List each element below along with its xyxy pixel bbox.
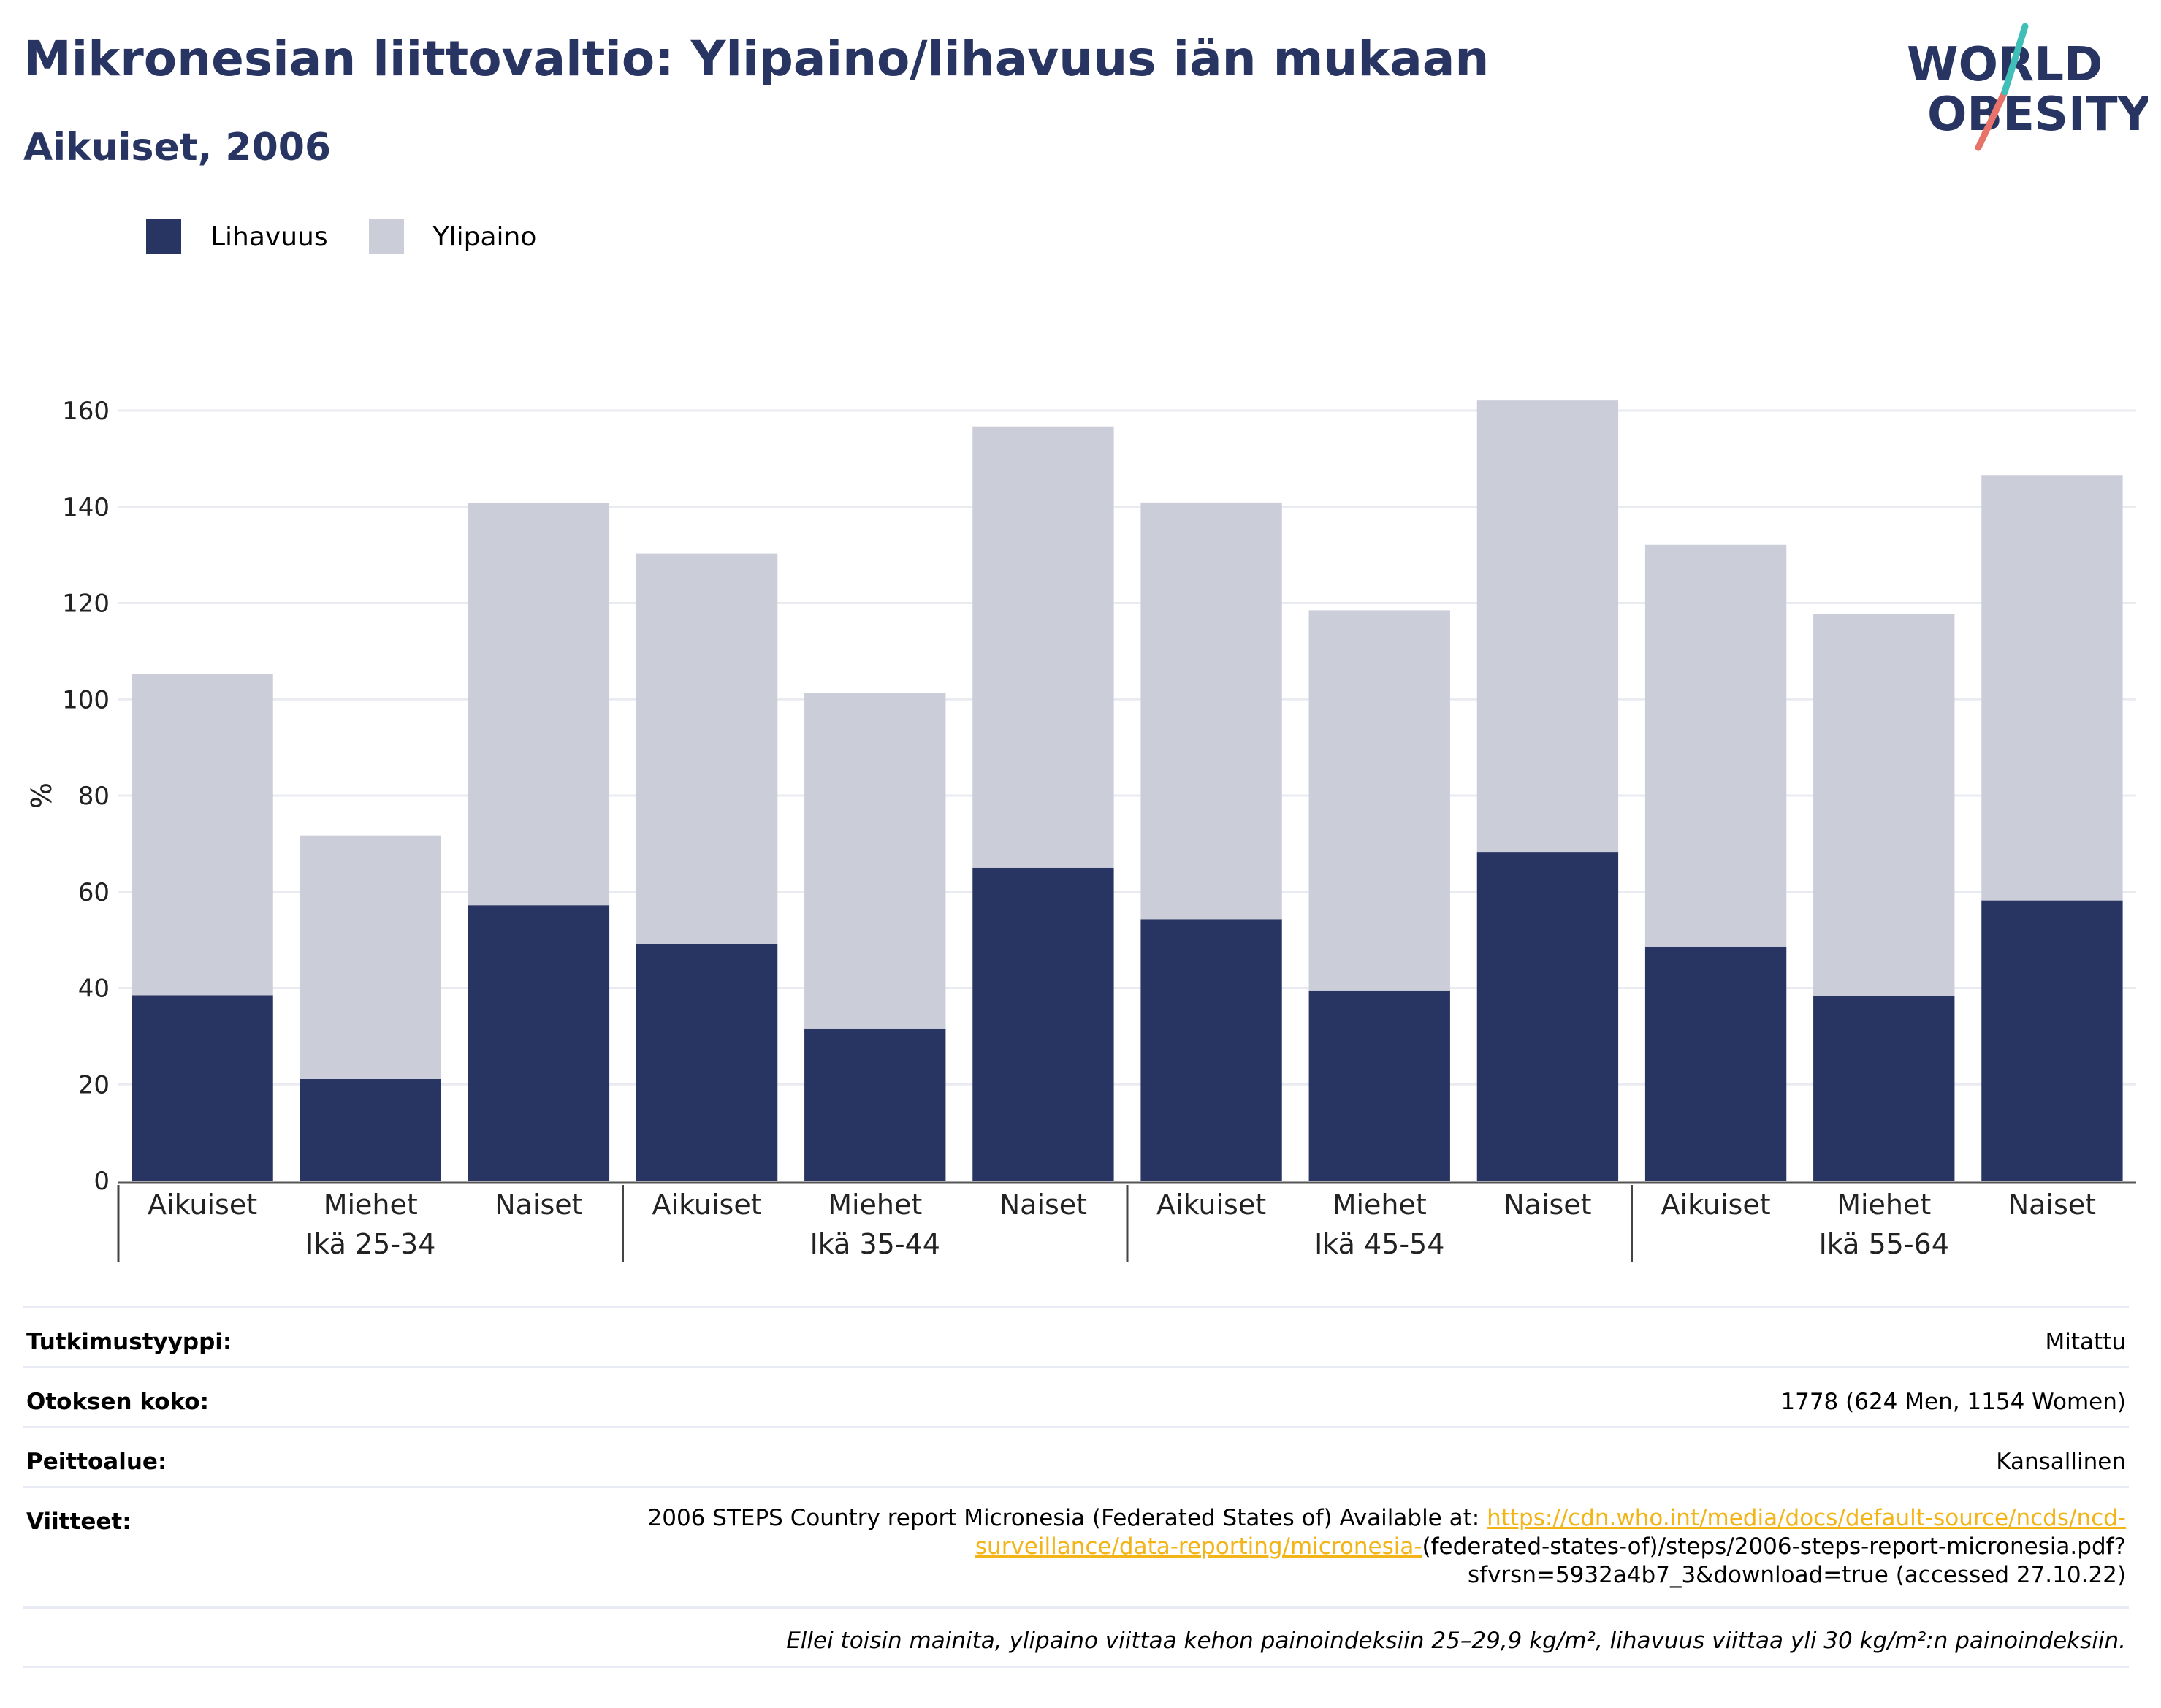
coverage-label: Peittoalue: — [26, 1449, 167, 1475]
references-label: Viitteet: — [26, 1509, 132, 1535]
y-tick-label: 160 — [62, 397, 110, 426]
bar-lihavuus-3 — [636, 943, 778, 1181]
bar-ylipaino-1 — [300, 835, 441, 1080]
legend-swatch-ylipaino — [368, 219, 404, 254]
group-label: Ikä 55-64 — [1819, 1228, 1949, 1260]
logo-line2: OBESITY — [1927, 88, 2148, 142]
legend-label-ylipaino: Ylipaino — [432, 221, 537, 252]
y-axis-label: % — [26, 782, 58, 809]
bar-ylipaino-4 — [804, 693, 946, 1029]
bar-lihavuus-7 — [1308, 990, 1450, 1181]
references-link[interactable]: https://cdn.who.int/media/docs/default-s… — [975, 1505, 2126, 1560]
bar-lihavuus-8 — [1476, 852, 1619, 1181]
sample-size-value: 1778 (624 Men, 1154 Women) — [1780, 1389, 2126, 1415]
bar-lihavuus-1 — [300, 1079, 441, 1181]
legend-swatch-lihavuus — [146, 219, 181, 254]
x-tick-label: Miehet — [1837, 1189, 1931, 1221]
bar-ylipaino-3 — [636, 553, 778, 944]
y-tick-label: 20 — [78, 1070, 110, 1099]
group-label: Ikä 45-54 — [1314, 1228, 1444, 1260]
stacked-bar-chart: 0 20 40 60 80 100 120 140 160% Aikuiset Miehet Nais… — [26, 397, 2136, 1262]
references-text-before: 2006 STEPS Country report Micronesia (Fe… — [647, 1505, 1487, 1531]
bar-lihavuus-10 — [1813, 996, 1955, 1181]
bar-ylipaino-6 — [1140, 502, 1282, 920]
legend-item-lihavuus: Lihavuus — [146, 219, 328, 254]
info-row-coverage: Peittoalue: Kansallinen — [23, 1426, 2129, 1486]
x-tick-label: Aikuiset — [652, 1189, 762, 1221]
bar-ylipaino-7 — [1308, 610, 1450, 991]
info-row-footnote: Ellei toisin mainita, ylipaino viittaa k… — [23, 1606, 2129, 1668]
x-tick-label: Naiset — [999, 1189, 1087, 1221]
x-tick-label: Miehet — [324, 1189, 418, 1221]
y-tick-label: 0 — [94, 1167, 110, 1196]
footnote: Ellei toisin mainita, ylipaino viittaa k… — [786, 1628, 2126, 1654]
x-tick-label: Miehet — [1333, 1189, 1427, 1221]
x-tick-label: Aikuiset — [1661, 1189, 1771, 1221]
coverage-value: Kansallinen — [1996, 1449, 2126, 1475]
bar-ylipaino-10 — [1813, 614, 1955, 996]
references-text-after: (federated-states-of)/steps/2006-steps-r… — [1422, 1533, 2126, 1588]
x-tick-label: Naiset — [1503, 1189, 1591, 1221]
y-tick-label: 100 — [62, 685, 110, 714]
x-tick-label: Aikuiset — [148, 1189, 257, 1221]
study-type-value: Mitattu — [2045, 1329, 2126, 1355]
info-row-sample-size: Otoksen koko: 1778 (624 Men, 1154 Women) — [23, 1366, 2129, 1426]
y-tick-label: 40 — [78, 975, 110, 1004]
study-type-label: Tutkimustyyppi: — [26, 1329, 232, 1355]
bar-lihavuus-0 — [132, 995, 273, 1181]
study-info-table: Tutkimustyyppi: Mitattu Otoksen koko: 17… — [23, 1306, 2129, 1668]
world-obesity-logo: WORLD OBESITY — [1907, 23, 2148, 151]
chart-title: Mikronesian liittovaltio: Ylipaino/lihav… — [23, 31, 1490, 87]
info-row-references: Viitteet: 2006 STEPS Country report Micr… — [23, 1486, 2129, 1606]
bar-ylipaino-0 — [132, 674, 273, 996]
legend-label-lihavuus: Lihavuus — [210, 221, 328, 252]
bar-ylipaino-9 — [1644, 544, 1787, 947]
x-tick-label: Miehet — [828, 1189, 922, 1221]
legend-item-ylipaino: Ylipaino — [368, 219, 537, 254]
bar-ylipaino-5 — [972, 426, 1114, 868]
group-label: Ikä 25-34 — [305, 1228, 435, 1260]
x-tick-label: Naiset — [495, 1189, 582, 1221]
bar-ylipaino-2 — [468, 503, 610, 906]
bar-lihavuus-5 — [972, 867, 1114, 1181]
y-tick-label: 80 — [78, 782, 110, 811]
chart-subtitle: Aikuiset, 2006 — [23, 126, 332, 169]
references-value: 2006 STEPS Country report Micronesia (Fe… — [636, 1488, 2126, 1606]
y-tick-label: 60 — [78, 878, 110, 907]
bar-ylipaino-11 — [1981, 475, 2123, 901]
bar-lihavuus-6 — [1140, 919, 1282, 1181]
x-tick-label: Naiset — [2008, 1189, 2096, 1221]
sample-size-label: Otoksen koko: — [26, 1389, 209, 1415]
group-label: Ikä 35-44 — [810, 1228, 940, 1260]
bar-lihavuus-9 — [1644, 946, 1787, 1181]
y-tick-label: 120 — [62, 590, 110, 619]
chart-legend: Lihavuus Ylipaino — [146, 219, 577, 254]
info-row-study-type: Tutkimustyyppi: Mitattu — [23, 1306, 2129, 1366]
bar-lihavuus-2 — [468, 905, 610, 1181]
bar-lihavuus-4 — [804, 1028, 946, 1181]
y-tick-label: 140 — [62, 493, 110, 522]
bar-ylipaino-8 — [1476, 400, 1619, 853]
x-tick-label: Aikuiset — [1156, 1189, 1266, 1221]
bar-lihavuus-11 — [1981, 900, 2123, 1181]
